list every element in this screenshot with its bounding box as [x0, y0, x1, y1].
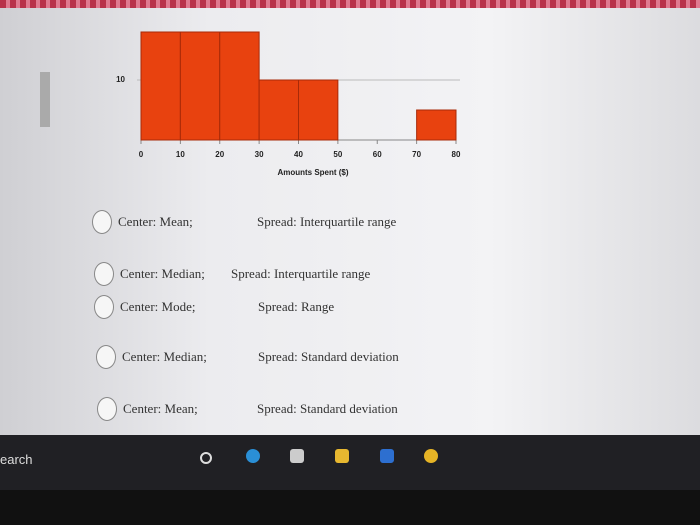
task-view-icon[interactable] — [200, 452, 212, 464]
store-icon[interactable] — [290, 449, 304, 463]
x-tick-label: 10 — [176, 150, 185, 159]
radio-button[interactable] — [94, 262, 114, 286]
bar — [258, 79, 299, 141]
search-box[interactable]: earch — [0, 452, 33, 467]
option-center[interactable]: Center: Median; — [120, 266, 205, 281]
radio-button[interactable] — [94, 295, 114, 319]
bar — [179, 31, 221, 141]
option-spread[interactable]: Spread: Standard deviation — [257, 401, 398, 416]
edge-icon[interactable] — [246, 449, 260, 463]
app-icon[interactable] — [380, 449, 394, 463]
option-spread[interactable]: Spread: Standard deviation — [258, 349, 399, 364]
chart: Amounts Spent ($) 10 0 10 20 30 40 50 60 70 80 — [116, 31, 461, 177]
x-tick-label: 70 — [412, 150, 421, 159]
taskbar — [0, 435, 700, 490]
bar — [140, 31, 181, 141]
x-tick-label: 30 — [255, 150, 264, 159]
scrollbar — [40, 72, 50, 127]
option-center[interactable]: Center: Mode; — [120, 299, 196, 314]
radio-button[interactable] — [97, 397, 117, 421]
x-tick-label: 40 — [294, 150, 303, 159]
screen — [0, 0, 700, 440]
x-tick-label: 80 — [452, 150, 461, 159]
option-spread[interactable]: Spread: Interquartile range — [257, 214, 397, 229]
option-spread[interactable]: Spread: Range — [258, 299, 335, 314]
y-tick-label: 10 — [116, 75, 125, 84]
radio-button[interactable] — [96, 345, 116, 369]
option-spread[interactable]: Spread: Interquartile range — [231, 266, 371, 281]
x-tick-label: 60 — [373, 150, 382, 159]
option-center[interactable]: Center: Median; — [122, 349, 207, 364]
bar — [298, 79, 339, 141]
radio-button[interactable] — [92, 210, 112, 234]
bar — [219, 31, 260, 141]
chrome-icon[interactable] — [424, 449, 438, 463]
mail-icon[interactable] — [335, 449, 349, 463]
bar — [416, 109, 457, 141]
x-axis-label: Amounts Spent ($) — [277, 168, 348, 177]
x-tick-label: 20 — [215, 150, 224, 159]
top-bar — [0, 0, 700, 8]
option-center[interactable]: Center: Mean; — [123, 401, 198, 416]
x-tick-label: 50 — [333, 150, 342, 159]
x-tick-label: 0 — [139, 150, 144, 159]
option-center[interactable]: Center: Mean; — [118, 214, 193, 229]
